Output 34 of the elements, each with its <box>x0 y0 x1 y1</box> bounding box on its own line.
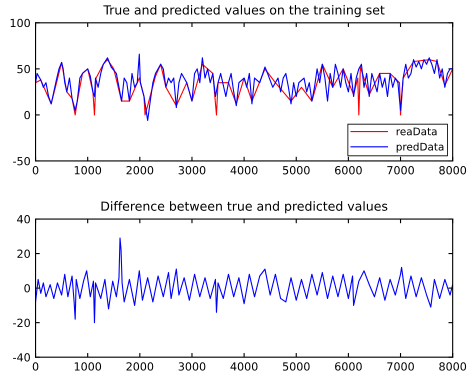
x-tick-label: 8000 <box>439 362 466 371</box>
y-tick-label: -50 <box>13 156 30 166</box>
x-tick-label: 6000 <box>335 362 362 371</box>
x-tick-label: 0 <box>32 362 38 371</box>
x-tick-label: 6000 <box>335 166 362 174</box>
x-tick-label: 4000 <box>230 362 258 371</box>
line-series <box>36 54 453 122</box>
legend-label: predData <box>396 142 444 153</box>
x-tick-label: 1000 <box>74 362 102 371</box>
y-tick-label: 40 <box>17 214 30 224</box>
x-tick-label: 2000 <box>126 166 154 174</box>
line-series <box>36 59 453 116</box>
x-tick-label: 7000 <box>387 166 414 174</box>
y-tick-label: 20 <box>17 250 30 258</box>
chart-title: Difference between true and predicted values <box>102 201 388 214</box>
y-tick-label: 0 <box>24 110 30 120</box>
line-series <box>36 237 453 324</box>
x-tick-label: 1000 <box>74 166 102 174</box>
y-tick-label: 50 <box>17 64 30 74</box>
x-tick-label: 3000 <box>178 362 206 371</box>
x-tick-label: 5000 <box>282 166 310 174</box>
x-tick-label: 2000 <box>126 362 154 371</box>
x-tick-label: 8000 <box>439 166 466 174</box>
x-tick-label: 5000 <box>282 362 310 371</box>
y-tick-label: -40 <box>13 353 30 362</box>
x-tick-label: 4000 <box>230 166 258 174</box>
legend-label: reaData <box>396 128 437 136</box>
x-tick-label: 7000 <box>387 362 414 371</box>
chart-title: True and predicted values on the training set <box>103 4 385 18</box>
y-tick-label: -20 <box>13 318 30 328</box>
y-tick-label: 100 <box>10 18 30 28</box>
x-tick-label: 0 <box>32 166 38 174</box>
y-tick-label: 0 <box>24 284 30 292</box>
x-tick-label: 3000 <box>178 166 206 174</box>
